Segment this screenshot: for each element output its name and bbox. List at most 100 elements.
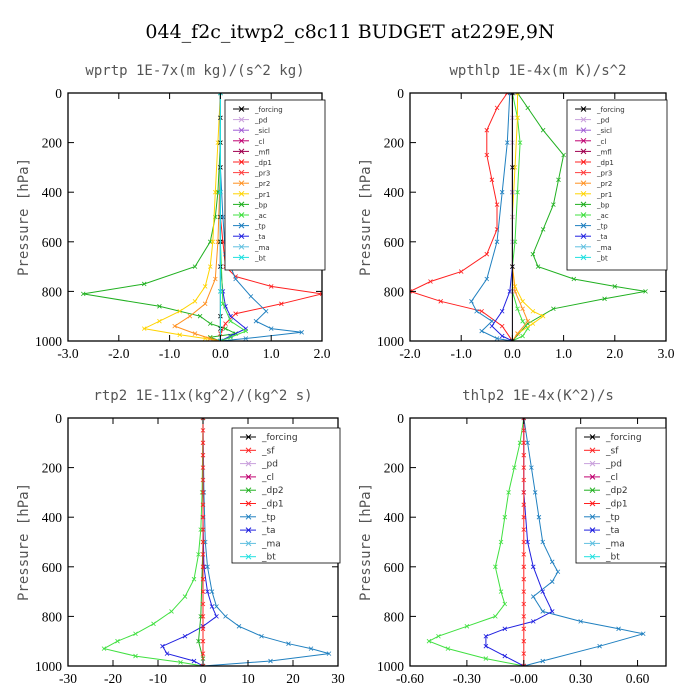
data-point: [209, 604, 215, 609]
legend-label: _mfl: [596, 148, 612, 156]
series-group: [101, 418, 332, 666]
legend-marker: [238, 127, 245, 134]
legend: _forcing _pd _sicl _cl _mfl _dp1 _pr3 _pr2 _pr1 _…: [224, 99, 326, 271]
legend-label: _sf: [605, 446, 619, 456]
legend-label: _forcing: [596, 106, 625, 114]
data-point: [479, 328, 484, 334]
y-tick-label: 1000: [377, 659, 404, 674]
chart-panel-4: thlp2 1E-4x(K^2)/s Pressure [hPa] -0.60 -0.…: [358, 388, 667, 686]
series-line: [485, 418, 553, 666]
data-point: [494, 202, 500, 207]
y-tick-label: 800: [42, 609, 63, 624]
y-tick-label: 400: [42, 510, 63, 525]
data-point: [200, 638, 206, 644]
data-point: [515, 115, 520, 121]
legend-label: _ta: [596, 233, 608, 241]
data-point: [521, 514, 527, 520]
x-tick-label: -30: [59, 671, 77, 686]
legend-label: _cl: [596, 138, 606, 146]
x-tick-label: 0.60: [626, 671, 650, 686]
data-point: [228, 318, 233, 324]
legend-marker: [238, 233, 245, 240]
y-tick-label: 200: [42, 136, 63, 151]
y-tick-label: 1000: [35, 334, 62, 349]
y-tick-label: 0: [397, 86, 404, 101]
data-point: [200, 552, 206, 557]
legend-label: _forcing: [605, 433, 642, 443]
legend-marker: [238, 159, 245, 165]
legend-marker: [245, 553, 252, 560]
data-point: [218, 189, 223, 195]
data-point: [157, 318, 162, 324]
data-point: [410, 289, 413, 294]
legend-marker: [580, 148, 587, 155]
legend-label: _sicl: [254, 127, 270, 135]
data-point: [510, 338, 515, 341]
x-tick-label: 30: [331, 671, 345, 686]
data-point: [200, 626, 206, 632]
data-point: [521, 576, 527, 582]
y-tick-label: 600: [384, 560, 405, 575]
data-point: [268, 658, 273, 664]
data-point: [640, 631, 646, 637]
data-point: [151, 621, 156, 627]
data-point: [214, 614, 219, 619]
legend-label: _dp1: [596, 159, 614, 167]
data-point: [510, 165, 515, 170]
data-point: [494, 336, 500, 341]
legend-marker: [580, 190, 587, 197]
x-tick-label: -1.0: [451, 346, 473, 361]
x-tick-label: 10: [241, 671, 255, 686]
series-line: [511, 93, 545, 341]
legend-label: _ma: [605, 539, 625, 549]
data-point: [515, 331, 520, 336]
data-point: [207, 264, 213, 269]
chart-panel-3: rtp2 1E-11x(kg^2)/(kg^2 s) Pressure [hPa]…: [16, 388, 345, 686]
y-tick-label: 0: [55, 411, 62, 426]
data-point: [515, 189, 520, 195]
data-point: [521, 428, 527, 433]
legend-marker: [245, 447, 252, 454]
data-point: [521, 477, 527, 483]
data-point: [445, 646, 451, 651]
data-point: [525, 318, 531, 324]
data-point: [499, 323, 505, 329]
legend-label: _pr1: [596, 191, 612, 199]
series-group: [410, 93, 648, 341]
x-tick-label: -0.00: [510, 671, 538, 686]
legend-marker: [589, 513, 596, 520]
legend-marker: [245, 527, 252, 533]
data-point: [200, 490, 206, 495]
data-point: [484, 152, 490, 158]
chart-panel-2: wpthlp 1E-4x(m K)/s^2 Pressure [hPa] -2.0 -…: [358, 63, 675, 361]
data-point: [319, 291, 322, 297]
legend-marker: [245, 513, 252, 520]
y-tick-label: 200: [384, 461, 405, 476]
data-point: [464, 624, 470, 629]
data-point: [535, 264, 541, 269]
series-line: [83, 93, 238, 341]
legend-label: _ac: [254, 212, 267, 220]
legend-marker: [238, 137, 245, 144]
data-point: [200, 428, 206, 433]
data-point: [191, 658, 197, 664]
data-point: [209, 589, 215, 594]
legend-marker: [245, 434, 252, 440]
legend-label: _dp2: [261, 486, 284, 496]
data-point: [200, 539, 206, 545]
data-point: [214, 604, 219, 609]
data-point: [502, 653, 508, 659]
legend-marker: [589, 500, 596, 507]
data-point: [483, 633, 489, 639]
data-point: [469, 299, 474, 304]
legend-label: _pr3: [596, 170, 612, 178]
legend-marker: [589, 474, 596, 480]
data-point: [200, 514, 206, 520]
y-tick-label: 400: [384, 185, 405, 200]
legend: _forcing _pd _sicl _cl _mfl _dp1 _pr3 _pr2 _pr1 _…: [566, 99, 668, 271]
data-point: [540, 313, 546, 319]
legend-label: _cl: [254, 138, 264, 146]
legend-marker: [238, 201, 245, 208]
data-point: [191, 576, 197, 582]
